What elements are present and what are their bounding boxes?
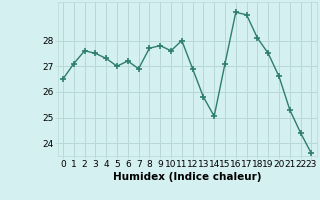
X-axis label: Humidex (Indice chaleur): Humidex (Indice chaleur)	[113, 172, 261, 182]
